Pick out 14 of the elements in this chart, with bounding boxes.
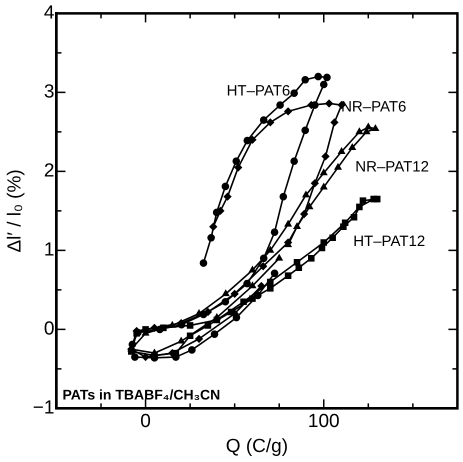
y-tick-label: 0 bbox=[44, 318, 54, 340]
x-tick-label: 100 bbox=[308, 411, 340, 432]
series-label: NR–PAT6 bbox=[341, 98, 406, 116]
y-axis-title: Δl′ / l₀ (%) bbox=[4, 169, 26, 253]
y-tick-label: −1 bbox=[32, 398, 54, 419]
series-label: HT–PAT6 bbox=[226, 82, 290, 100]
legend-label: HT–PAT12 bbox=[353, 233, 426, 250]
y-tick-label: 2 bbox=[44, 160, 54, 182]
y-tick-label: 3 bbox=[44, 82, 54, 103]
legend-label: NR–PAT12 bbox=[355, 158, 429, 176]
y-tick-label: 4 bbox=[44, 2, 55, 24]
y-tick-label: 1 bbox=[44, 240, 54, 261]
annotation: PATs in TBABF₄/CH₃CN bbox=[62, 386, 220, 402]
x-axis-title: Q (C/g) bbox=[226, 436, 288, 457]
